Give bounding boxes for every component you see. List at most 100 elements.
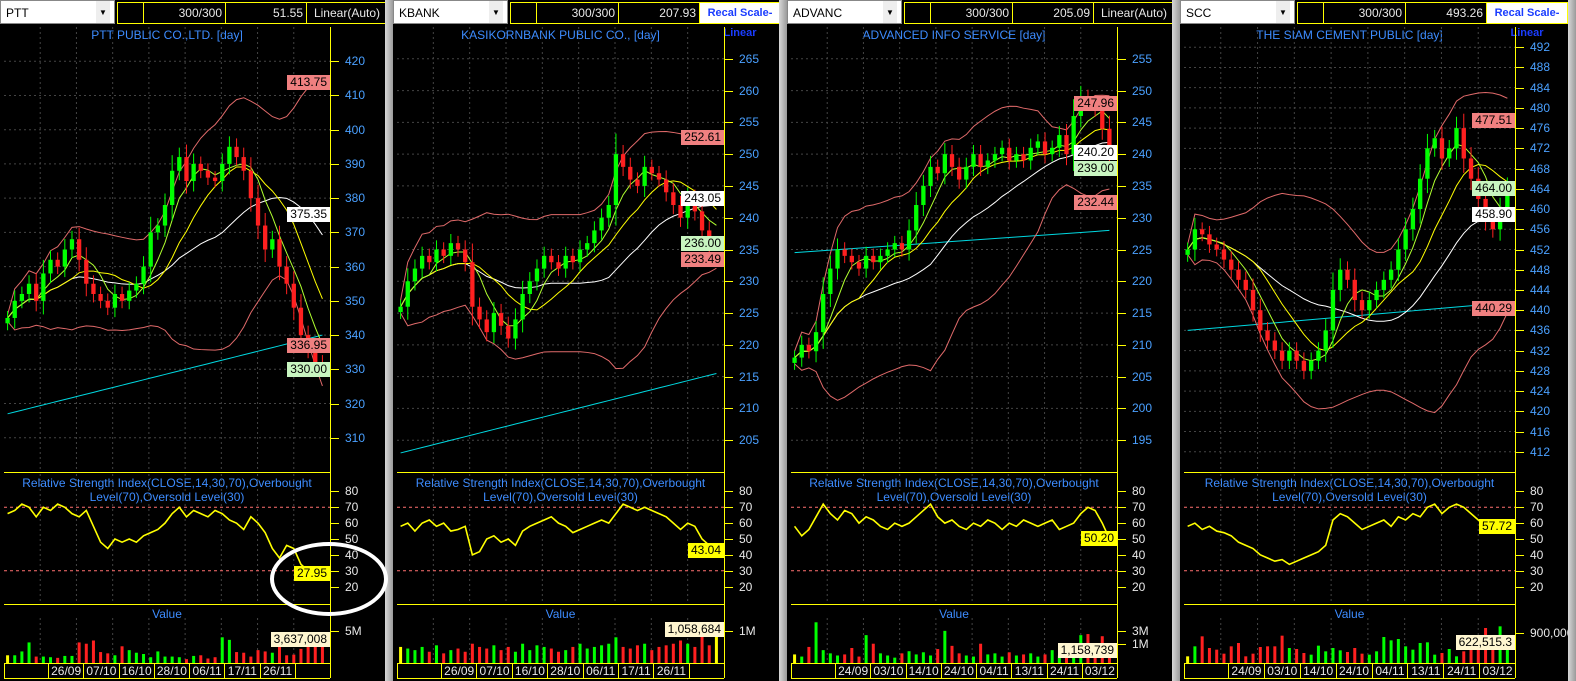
volume-title: Value bbox=[152, 607, 182, 621]
candle-body bbox=[863, 255, 869, 269]
price-axis-label: 360 bbox=[345, 259, 366, 274]
symbol-select[interactable]: ADVANC ▼ bbox=[787, 0, 902, 24]
chevron-down-icon[interactable]: ▼ bbox=[883, 1, 897, 23]
candle-body bbox=[957, 166, 962, 180]
moving-average-long-line bbox=[1187, 302, 1508, 331]
candle-body bbox=[899, 243, 905, 250]
volume-bar bbox=[1375, 651, 1379, 663]
axis-tick-mark bbox=[725, 376, 733, 378]
scale-mode-button[interactable]: Linear(Auto) bbox=[306, 2, 388, 24]
value-axis[interactable]: 412 416 420 424 428 432 436 440 444 448 452 456 460 4… bbox=[1515, 27, 1573, 678]
axis-tick-mark bbox=[725, 313, 733, 315]
axis-tick-mark bbox=[1516, 554, 1524, 556]
symbol-select[interactable]: SCC ▼ bbox=[1180, 0, 1295, 24]
date-label: 24/11 bbox=[1046, 664, 1082, 678]
pane-divider[interactable] bbox=[397, 604, 724, 605]
volume-bar bbox=[399, 646, 403, 663]
volume-bar bbox=[800, 656, 804, 663]
panel-splitter[interactable] bbox=[1568, 0, 1576, 681]
axis-tick-mark bbox=[1118, 122, 1126, 124]
scale-mode-button[interactable]: Recal Scale-Linear bbox=[699, 2, 781, 39]
chevron-down-icon[interactable]: ▼ bbox=[1276, 1, 1290, 23]
price-axis-label: 456 bbox=[1530, 222, 1551, 237]
price-chart[interactable] bbox=[4, 27, 330, 472]
value-axis[interactable]: 205 210 215 220 225 230 235 240 245 250 255 260 265 2… bbox=[724, 27, 780, 678]
volume-bar bbox=[621, 646, 625, 663]
axis-tick-mark bbox=[331, 539, 339, 540]
price-axis-label: 400 bbox=[345, 122, 366, 137]
candle-body bbox=[1265, 330, 1270, 341]
volume-chart[interactable] bbox=[4, 618, 330, 663]
candle-body bbox=[992, 154, 998, 161]
rsi-chart[interactable] bbox=[791, 474, 1117, 604]
date-label: 28/10 bbox=[547, 664, 582, 678]
rsi-chart[interactable] bbox=[1184, 474, 1515, 604]
candle-body bbox=[613, 154, 619, 205]
pane-divider[interactable] bbox=[791, 472, 1117, 473]
rsi-chart[interactable] bbox=[397, 474, 724, 604]
price-chart[interactable] bbox=[1184, 27, 1515, 472]
panel-splitter[interactable] bbox=[1172, 0, 1180, 681]
volume-bar bbox=[528, 650, 532, 663]
price-chart[interactable] bbox=[791, 27, 1117, 472]
symbol-select[interactable]: KBANK ▼ bbox=[393, 0, 508, 24]
volume-bar bbox=[836, 655, 840, 663]
volume-bar bbox=[313, 637, 317, 663]
pane-divider[interactable] bbox=[4, 604, 330, 605]
volume-bar bbox=[921, 652, 925, 663]
candle-body bbox=[1301, 360, 1307, 371]
date-label bbox=[294, 664, 330, 678]
chart-title: THE SIAM CEMENT PUBLIC [day] bbox=[1256, 28, 1443, 42]
price-chart[interactable] bbox=[397, 27, 724, 472]
price-tag-red: 252.61 bbox=[681, 130, 724, 146]
candle-body bbox=[671, 192, 676, 205]
volume-axis-label: 1M bbox=[1132, 636, 1149, 651]
volume-bar bbox=[1237, 643, 1240, 663]
candle-body bbox=[1272, 340, 1278, 351]
header-info: 300/300 205.09 Linear(Auto) bbox=[904, 2, 1175, 24]
candle-body bbox=[1028, 147, 1033, 161]
date-label: 03/10 bbox=[870, 664, 905, 678]
panel-splitter[interactable] bbox=[385, 0, 393, 681]
candle-body bbox=[792, 357, 797, 363]
price-tag-green: 464.00 bbox=[1472, 181, 1515, 197]
volume-bar bbox=[1000, 656, 1004, 663]
bar-count: 300/300 bbox=[143, 2, 226, 24]
pane-divider[interactable] bbox=[4, 472, 330, 473]
pane-divider[interactable] bbox=[397, 472, 724, 473]
chart-title: ADVANCED INFO SERVICE [day] bbox=[862, 28, 1046, 42]
volume-bar bbox=[285, 655, 289, 663]
axis-tick-mark bbox=[725, 586, 733, 588]
axis-tick-mark bbox=[1118, 539, 1126, 540]
candle-body bbox=[1425, 148, 1430, 179]
pane-divider[interactable] bbox=[1184, 604, 1515, 605]
price-axis-label: 350 bbox=[345, 293, 366, 308]
date-label: 24/10 bbox=[1335, 664, 1372, 678]
volume-chart[interactable] bbox=[397, 618, 724, 663]
date-label: 26/09 bbox=[48, 664, 83, 678]
volume-bar bbox=[1064, 656, 1068, 663]
volume-bar bbox=[1193, 646, 1197, 663]
candle-body bbox=[427, 255, 432, 263]
pane-divider[interactable] bbox=[791, 604, 1117, 605]
price-axis-label: 265 bbox=[739, 51, 760, 66]
symbol-select[interactable]: PTT ▼ bbox=[0, 0, 115, 24]
rsi-axis-label: 70 bbox=[739, 500, 753, 515]
volume-bar bbox=[1353, 648, 1357, 663]
candle-body bbox=[520, 294, 525, 320]
price-axis-label: 330 bbox=[345, 362, 366, 377]
value-axis[interactable]: 195 200 205 210 215 220 225 230 235 240 245 250 255 2… bbox=[1117, 27, 1173, 678]
panel-splitter[interactable] bbox=[779, 0, 787, 681]
rsi-axis-label: 80 bbox=[1132, 484, 1146, 499]
scale-mode-button[interactable]: Recal Scale-Linear bbox=[1486, 2, 1568, 39]
volume-bar bbox=[1280, 635, 1284, 663]
price-axis-label: 195 bbox=[1132, 433, 1153, 448]
chevron-down-icon[interactable]: ▼ bbox=[489, 1, 503, 23]
chevron-down-icon[interactable]: ▼ bbox=[96, 1, 110, 23]
volume-bar bbox=[1057, 655, 1061, 663]
volume-bar bbox=[936, 649, 940, 663]
pane-divider[interactable] bbox=[1184, 472, 1515, 473]
scale-mode-button[interactable]: Linear(Auto) bbox=[1093, 2, 1175, 24]
value-axis[interactable]: 310 320 330 340 350 360 370 380 390 400 410 420 20 30… bbox=[330, 27, 386, 678]
candle-body bbox=[234, 146, 239, 158]
